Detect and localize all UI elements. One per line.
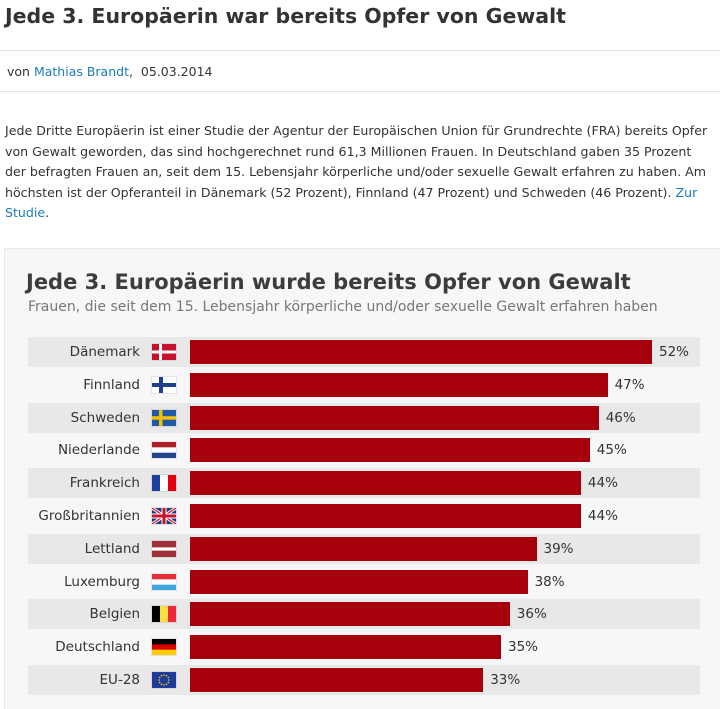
flag-germany-icon bbox=[152, 639, 176, 656]
flag-netherlands-icon bbox=[152, 442, 176, 459]
flag-uk-icon bbox=[152, 508, 176, 524]
flag-belgium-icon bbox=[152, 606, 176, 623]
value-label: 44% bbox=[587, 475, 618, 492]
category-label: EU-28 bbox=[99, 672, 140, 688]
value-label: 44% bbox=[587, 508, 618, 524]
value-label: 39% bbox=[543, 540, 574, 557]
value-label: 52% bbox=[659, 344, 690, 360]
author-link[interactable]: Mathias Brandt bbox=[33, 64, 129, 79]
flag-finland-icon bbox=[152, 376, 176, 393]
value-label: 33% bbox=[490, 672, 521, 688]
flag-denmark-icon bbox=[152, 344, 176, 360]
article-meta: von Mathias Brandt, 05.03.2014 bbox=[7, 64, 213, 79]
bar bbox=[190, 569, 528, 594]
value-label: 47% bbox=[614, 376, 645, 393]
category-label: Lettland bbox=[84, 540, 140, 557]
bar bbox=[190, 536, 537, 561]
category-label: Niederlande bbox=[57, 442, 140, 459]
article-date: 05.03.2014 bbox=[140, 64, 213, 79]
flag-latvia-icon bbox=[152, 540, 176, 557]
divider bbox=[0, 91, 720, 92]
bar bbox=[190, 372, 608, 397]
value-label: 38% bbox=[534, 573, 565, 590]
article-intro: Jede Dritte Europäerin ist einer Studie … bbox=[5, 123, 708, 221]
bar bbox=[190, 602, 510, 627]
byline-prefix: von bbox=[7, 64, 30, 79]
category-label: Dänemark bbox=[69, 344, 140, 360]
bar bbox=[190, 340, 652, 364]
value-label: 46% bbox=[605, 409, 636, 426]
category-label: Schweden bbox=[70, 409, 140, 426]
chart-title: Jede 3. Europäerin wurde bereits Opfer v… bbox=[26, 270, 631, 294]
bar bbox=[190, 438, 590, 463]
bar bbox=[190, 635, 501, 660]
bar bbox=[190, 504, 581, 528]
divider bbox=[0, 50, 720, 51]
bar bbox=[190, 405, 599, 430]
study-link[interactable]: Zur Studie bbox=[5, 184, 698, 221]
bar bbox=[190, 471, 581, 496]
article-title: Jede 3. Europäerin war bereits Opfer von… bbox=[5, 4, 566, 28]
category-label: Luxemburg bbox=[64, 573, 140, 590]
category-label: Großbritannien bbox=[38, 508, 140, 524]
intro-text: Jede Dritte Europäerin ist einer Studie … bbox=[5, 123, 708, 200]
bar bbox=[190, 668, 484, 692]
category-label: Deutschland bbox=[55, 639, 140, 656]
value-label: 45% bbox=[596, 442, 627, 459]
flag-sweden-icon bbox=[152, 409, 176, 426]
category-label: Belgien bbox=[89, 606, 141, 623]
chart-subtitle: Frauen, die seit dem 15. Lebensjahr körp… bbox=[28, 299, 658, 315]
flag-france-icon bbox=[152, 475, 176, 492]
category-label: Finnland bbox=[83, 376, 140, 393]
flag-eu-icon bbox=[152, 672, 176, 688]
value-label: 35% bbox=[508, 639, 539, 656]
value-label: 36% bbox=[516, 606, 547, 623]
category-label: Frankreich bbox=[69, 475, 140, 492]
flag-luxembourg-icon bbox=[152, 573, 176, 590]
